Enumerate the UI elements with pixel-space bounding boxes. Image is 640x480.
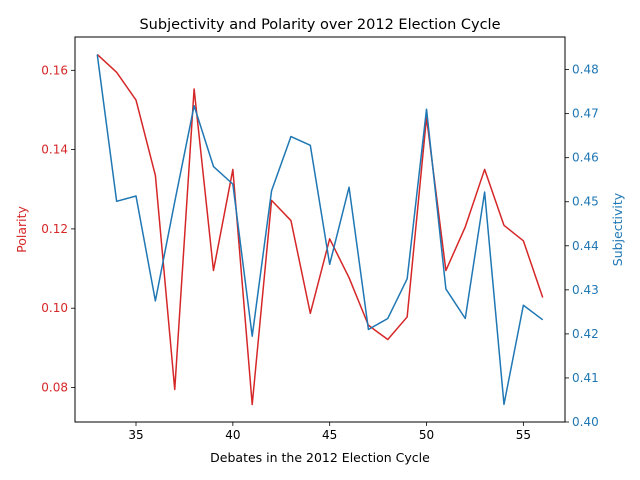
y-right-tick-label: 0.41 — [572, 371, 599, 385]
chart-title: Subjectivity and Polarity over 2012 Elec… — [139, 17, 500, 33]
y-left-tick-label: 0.14 — [41, 143, 68, 157]
series-line-polarity — [96, 53, 544, 406]
y-left-axis-label: Polarity — [14, 206, 29, 253]
y-left-tick-label: 0.08 — [41, 381, 68, 395]
y-right-tick-label: 0.46 — [572, 151, 599, 165]
x-tick-label: 35 — [128, 428, 143, 442]
plot-area — [96, 53, 544, 406]
plot-frame — [74, 36, 566, 423]
y-left-tick-label: 0.10 — [41, 301, 68, 315]
y-right-tick-label: 0.47 — [572, 107, 599, 121]
y-right-tick-label: 0.48 — [572, 63, 599, 77]
y-right-tick-label: 0.42 — [572, 327, 599, 341]
y-left-tick-label: 0.12 — [41, 222, 68, 236]
x-tick-label: 45 — [322, 428, 337, 442]
axes-ticks: 35 40 45 50 55 0.08 0.10 0.12 0.14 0.16 0.40 0.41 0.… — [41, 63, 598, 442]
y-left-tick-label: 0.16 — [41, 63, 68, 77]
x-axis-label: Debates in the 2012 Election Cycle — [210, 450, 430, 465]
series-line-subjectivity — [96, 54, 544, 406]
y-right-tick-label: 0.44 — [572, 239, 599, 253]
y-right-tick-label: 0.43 — [572, 283, 599, 297]
x-tick-label: 40 — [225, 428, 240, 442]
x-tick-label: 50 — [419, 428, 434, 442]
x-tick-label: 55 — [516, 428, 531, 442]
y-right-axis-label: Subjectivity — [610, 192, 625, 266]
y-right-tick-label: 0.40 — [572, 415, 599, 429]
y-right-tick-label: 0.45 — [572, 195, 599, 209]
